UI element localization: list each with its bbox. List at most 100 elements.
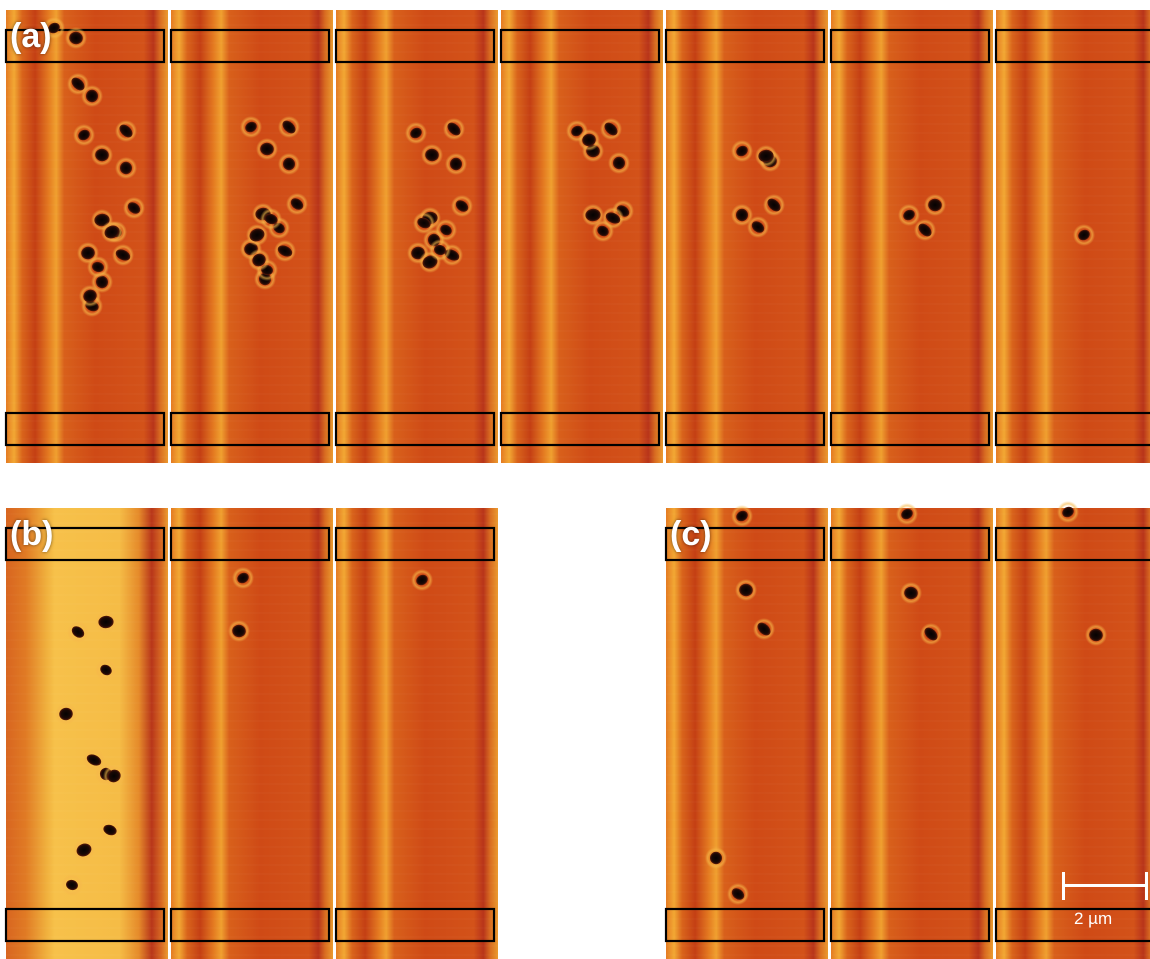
panel-c-row	[664, 501, 1150, 959]
particle-dot	[417, 217, 431, 229]
particle-dot	[612, 156, 626, 170]
scale-bar-right-tick	[1145, 872, 1148, 900]
reference-box-bottom	[169, 411, 331, 447]
reference-box-top	[994, 526, 1150, 562]
afm-frame-background	[831, 10, 993, 463]
particle-dot	[76, 843, 92, 857]
particle-dot	[597, 225, 609, 237]
particle-dot	[904, 586, 918, 600]
particle-dot	[290, 198, 304, 210]
particle-dot	[1078, 229, 1090, 241]
panel-a-frame-7	[994, 10, 1150, 463]
afm-frame-background	[666, 10, 828, 463]
reference-box-bottom	[169, 907, 331, 943]
panel-c-frame-2	[829, 503, 993, 959]
particle-dot	[48, 22, 60, 34]
reference-box-top	[334, 28, 496, 64]
afm-frame-background	[996, 508, 1150, 959]
particle-dot	[447, 122, 461, 136]
particle-dot	[95, 275, 109, 289]
particle-dot	[66, 879, 78, 891]
panel-b-frame-1	[4, 17, 168, 959]
particle-dot	[571, 125, 583, 137]
panel-c-frame-1	[664, 505, 828, 959]
particle-dot	[901, 508, 913, 520]
afm-frame-background	[336, 10, 498, 463]
panel-b-row	[4, 17, 498, 959]
particle-dot	[582, 133, 596, 147]
particle-dot	[107, 769, 121, 783]
particle-dot	[735, 208, 749, 222]
particle-dot	[585, 208, 601, 222]
particle-dot	[449, 157, 463, 171]
reference-box-bottom	[334, 411, 496, 447]
particle-dot	[81, 246, 95, 260]
particle-dot	[416, 574, 428, 586]
particle-dot	[249, 228, 265, 242]
reference-box-top	[664, 28, 826, 64]
particle-dot	[736, 145, 748, 157]
particle-dot	[751, 221, 765, 233]
particle-dot	[434, 244, 446, 256]
afm-frame-background	[501, 10, 663, 463]
panel-a-row	[4, 10, 1150, 463]
particle-dot	[924, 627, 938, 641]
particle-dot	[410, 127, 422, 139]
particle-dot	[245, 121, 257, 133]
panel-label-b: (b)	[10, 515, 54, 553]
particle-dot	[739, 583, 753, 597]
particle-dot	[604, 122, 618, 136]
particle-dot	[282, 157, 296, 171]
reference-box-top	[499, 28, 661, 64]
particle-dot	[928, 198, 942, 212]
particle-dot	[98, 615, 114, 629]
reference-box-top	[4, 526, 166, 562]
particle-dot	[95, 148, 109, 162]
afm-frame-background	[6, 508, 168, 959]
particle-dot	[78, 129, 90, 141]
particle-dot	[260, 142, 274, 156]
particle-dot	[455, 200, 469, 212]
scale-bar	[1062, 872, 1148, 900]
panel-b-frame-3	[334, 508, 498, 959]
particle-dot	[119, 161, 133, 175]
panel-label-a: (a)	[10, 17, 52, 55]
particle-dot	[59, 707, 73, 721]
scale-bar-line	[1062, 884, 1148, 887]
scale-bar-label: 2 µm	[1074, 909, 1113, 928]
particle-dot	[69, 31, 83, 45]
particle-dot	[767, 198, 781, 212]
particle-dot	[277, 245, 293, 257]
reference-box-bottom	[334, 907, 496, 943]
particle-dot	[237, 572, 249, 584]
reference-box-top	[994, 28, 1150, 64]
reference-box-bottom	[4, 907, 166, 943]
particle-dot	[440, 224, 452, 236]
panel-a-frame-4	[499, 10, 663, 463]
reference-box-bottom	[664, 907, 826, 943]
particle-dot	[127, 202, 141, 214]
particle-dot	[425, 148, 439, 162]
panel-a-frame-2	[169, 10, 333, 463]
particle-dot	[605, 212, 621, 224]
particle-dot	[86, 754, 102, 766]
particle-dot	[83, 289, 97, 303]
panel-c-frame-3	[994, 501, 1150, 959]
particle-dot	[252, 253, 266, 267]
reference-box-bottom	[664, 411, 826, 447]
particle-dot	[282, 120, 296, 134]
particle-dot	[757, 622, 771, 636]
reference-box-bottom	[994, 907, 1150, 943]
particle-dot	[918, 223, 932, 237]
panel-a-frame-5	[664, 10, 828, 463]
reference-box-bottom	[829, 411, 991, 447]
particle-dot	[104, 225, 120, 239]
reference-box-top	[829, 526, 991, 562]
reference-box-top	[169, 526, 331, 562]
particle-dot	[71, 626, 85, 638]
particle-dot	[115, 249, 131, 261]
afm-frame-background	[996, 10, 1150, 463]
particle-dot	[100, 664, 112, 676]
particle-dot	[264, 213, 278, 225]
particle-dot	[71, 77, 85, 91]
